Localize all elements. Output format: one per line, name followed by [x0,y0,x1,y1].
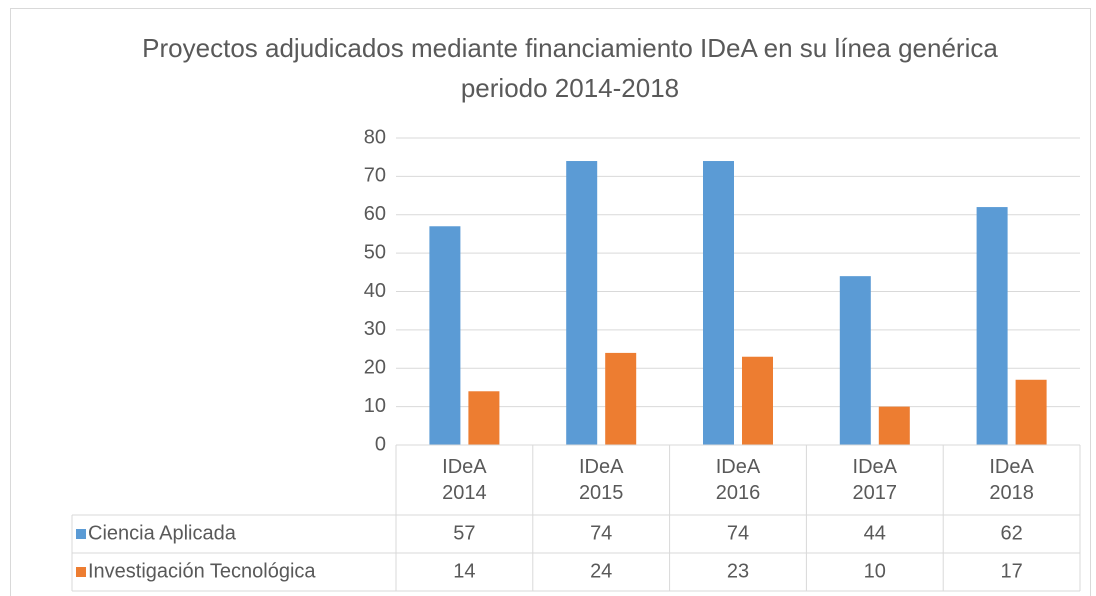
title-box: Proyectos adjudicados mediante financiam… [142,33,998,103]
bar [742,356,773,445]
legend-label: Ciencia Aplicada [88,522,237,544]
y-tick-label: 80 [364,126,386,148]
table-value: 57 [453,522,475,544]
x-tick-label: IDeA 2017 [852,456,898,504]
bar [566,161,598,445]
table-value: 74 [590,522,612,544]
table-value: 74 [727,522,749,544]
bar [976,207,1008,445]
x-tick-label: IDeA 2015 [578,456,624,504]
bar [429,226,461,445]
legend-key [76,567,86,577]
x-tick-box: IDeA 2014 [442,456,487,504]
x-tick-label: IDeA 2018 [989,456,1034,504]
x-tick-box: IDeA 2017 [852,456,898,504]
y-tick-label: 70 [364,165,386,187]
x-tick-box: IDeA 2016 [715,456,761,504]
table-value: 14 [453,560,475,582]
table-value: 10 [864,560,886,582]
bar [839,276,871,445]
chart-title: Proyectos adjudicados mediante financiam… [142,33,998,103]
bar [878,406,910,445]
x-tick-box: IDeA 2015 [578,456,624,504]
legend-key [76,529,86,539]
bar [605,352,637,445]
y-tick-label: 10 [364,395,386,417]
y-tick-label: 30 [364,318,386,340]
bar [1015,379,1047,445]
table-value: 23 [727,560,749,582]
y-tick-label: 0 [375,433,386,455]
table-value: 62 [1000,522,1022,544]
table-value: 17 [1000,560,1022,582]
x-tick-label: IDeA 2014 [442,456,487,504]
y-tick-label: 40 [364,280,386,302]
x-tick-label: IDeA 2016 [715,456,761,504]
y-tick-label: 50 [364,241,386,263]
y-tick-label: 20 [364,357,386,379]
legend-label: Investigación Tecnológica [88,560,316,582]
x-tick-box: IDeA 2018 [989,456,1034,504]
y-tick-label: 60 [364,203,386,225]
table-value: 44 [864,522,886,544]
bar [703,161,734,445]
bar [468,391,500,445]
chart-border [10,8,1091,596]
table-value: 24 [590,560,612,582]
